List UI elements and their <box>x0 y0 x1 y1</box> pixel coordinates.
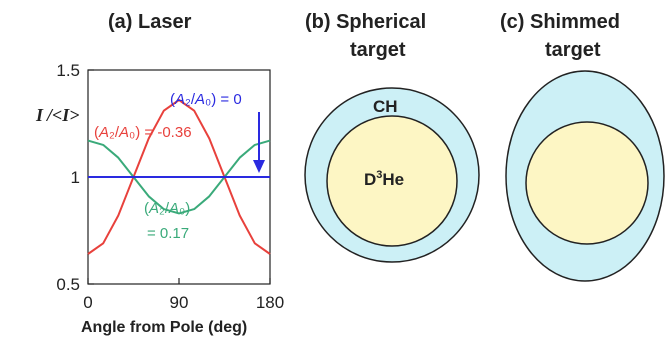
series-line-1 <box>87 139 271 215</box>
y-axis-label-bracket: /<I> <box>45 105 80 125</box>
panel-b-title-line2: target <box>350 39 406 61</box>
x-tick-label: 0 <box>83 293 92 312</box>
label-blue-series: (A₂/A₀) = 0 <box>170 91 242 108</box>
panel-a-title: (a) Laser <box>108 11 192 33</box>
shell-label: CH <box>373 97 398 116</box>
panel-spherical-target: (b) Spherical target CH D3He <box>304 11 480 263</box>
panel-laser: (a) Laser I /<I> 0.5 1 1.5 0 90 180 Angle fr… <box>35 11 284 336</box>
panel-shimmed-target: (c) Shimmed target <box>500 11 665 282</box>
d3he-core <box>326 115 458 247</box>
shimmed-core <box>525 121 649 245</box>
y-ticks: 0.5 1 1.5 <box>56 61 94 294</box>
y-axis-label: I <box>35 105 44 125</box>
core-label: D3He <box>364 169 404 189</box>
label-green-series-line1: (A₂/A₀) <box>144 200 190 217</box>
x-tick-label: 90 <box>170 293 189 312</box>
panel-b-title-line1: (b) Spherical <box>305 11 426 33</box>
series-lines <box>87 99 271 255</box>
arrow-blue-head <box>253 160 265 173</box>
x-axis-label: Angle from Pole (deg) <box>81 319 247 336</box>
label-green-series-line2: = 0.17 <box>147 225 189 242</box>
x-ticks: 0 90 180 <box>83 278 284 312</box>
series-line-0 <box>87 99 271 255</box>
panel-c-title-line2: target <box>545 39 601 61</box>
label-red-series: (A₂/A₀) = -0.36 <box>94 124 192 141</box>
y-tick-label: 1.5 <box>56 61 80 80</box>
panel-c-title-line1: (c) Shimmed <box>500 11 620 33</box>
y-tick-label: 0.5 <box>56 275 80 294</box>
y-tick-label: 1 <box>71 168 80 187</box>
x-tick-label: 180 <box>256 293 284 312</box>
